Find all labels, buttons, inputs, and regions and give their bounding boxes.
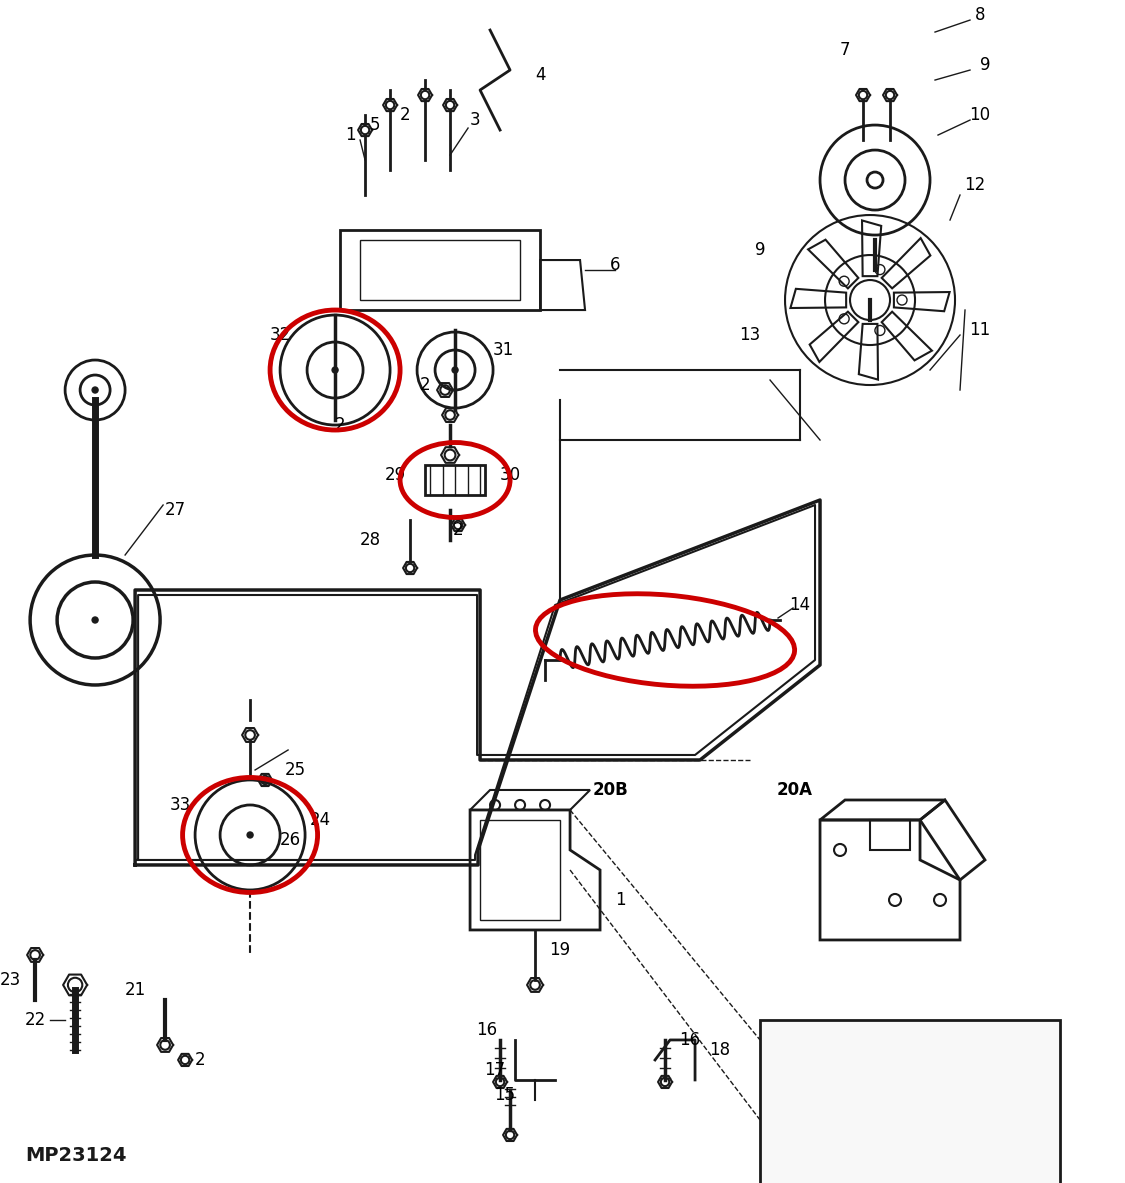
Text: 9: 9 <box>755 241 765 259</box>
Text: MP23124: MP23124 <box>25 1146 127 1165</box>
Bar <box>340 230 540 310</box>
Text: 3: 3 <box>470 111 480 129</box>
Circle shape <box>92 618 98 623</box>
Text: 17: 17 <box>485 1061 505 1079</box>
Text: 13: 13 <box>739 327 760 344</box>
Text: 28: 28 <box>360 531 380 549</box>
Text: 10: 10 <box>970 106 991 124</box>
Bar <box>360 240 520 300</box>
Text: 29: 29 <box>385 466 406 484</box>
Text: 14: 14 <box>790 596 811 614</box>
Text: 8: 8 <box>974 6 986 24</box>
Circle shape <box>332 367 339 373</box>
Text: 16: 16 <box>680 1030 701 1049</box>
Text: 12: 12 <box>964 176 986 194</box>
Text: 20A: 20A <box>777 781 813 799</box>
Text: 2: 2 <box>420 376 431 394</box>
Text: 9: 9 <box>980 56 990 75</box>
Text: 19: 19 <box>549 940 570 959</box>
Text: 32: 32 <box>270 327 290 344</box>
Text: 2: 2 <box>335 416 345 434</box>
Text: 30: 30 <box>500 466 521 484</box>
Text: 27: 27 <box>164 502 186 519</box>
Text: 23: 23 <box>0 971 20 989</box>
Text: 24: 24 <box>309 812 331 829</box>
Text: 25: 25 <box>285 761 306 778</box>
Circle shape <box>92 387 98 393</box>
Text: 33: 33 <box>170 796 191 814</box>
Text: 26: 26 <box>279 830 300 849</box>
Text: 22: 22 <box>25 1011 46 1029</box>
Text: 1: 1 <box>614 891 626 909</box>
Text: 18: 18 <box>710 1041 730 1059</box>
Text: 2: 2 <box>399 106 411 124</box>
Text: 6: 6 <box>610 256 620 274</box>
Text: 7: 7 <box>839 41 850 59</box>
Text: 20B: 20B <box>592 781 628 799</box>
Text: 15: 15 <box>495 1086 515 1104</box>
Text: 11: 11 <box>970 321 991 340</box>
Text: 2: 2 <box>452 521 463 539</box>
Text: 5: 5 <box>370 116 380 134</box>
Circle shape <box>248 832 253 838</box>
Text: 4: 4 <box>534 66 546 84</box>
Text: 1: 1 <box>344 127 356 144</box>
Text: 2: 2 <box>195 1051 206 1069</box>
Text: 16: 16 <box>477 1021 497 1039</box>
Text: 31: 31 <box>493 341 514 358</box>
Bar <box>760 1020 1060 1183</box>
Text: 21: 21 <box>125 981 146 998</box>
Circle shape <box>452 367 458 373</box>
